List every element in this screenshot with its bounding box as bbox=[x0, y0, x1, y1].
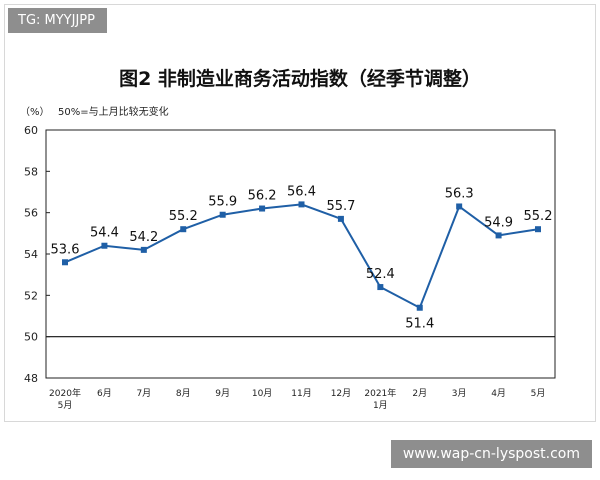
series-line bbox=[64, 203, 539, 310]
data-point bbox=[416, 304, 423, 311]
data-label: 55.9 bbox=[208, 195, 237, 210]
data-label: 51.4 bbox=[405, 317, 434, 332]
x-tick-label: 2月 bbox=[412, 388, 427, 399]
x-tick-label: 10月 bbox=[252, 388, 272, 399]
x-tick-label: 2021年 1月 bbox=[364, 387, 396, 411]
data-label: 55.2 bbox=[169, 209, 198, 224]
data-point bbox=[495, 232, 502, 239]
chart-title: 图2 非制造业商务活动指数（经季节调整） bbox=[119, 68, 481, 90]
x-tick-label: 7月 bbox=[136, 388, 151, 399]
data-point bbox=[219, 211, 226, 218]
data-label: 55.7 bbox=[326, 199, 355, 214]
data-point bbox=[377, 284, 384, 291]
data-point bbox=[337, 215, 344, 222]
data-point bbox=[101, 242, 108, 249]
data-point bbox=[535, 226, 541, 233]
plot-area-border bbox=[45, 129, 556, 379]
watermark-bottom: www.wap-cn-lyspost.com bbox=[390, 440, 592, 468]
x-tick-label: 12月 bbox=[331, 388, 351, 399]
y-axis-unit: （%） bbox=[20, 107, 50, 118]
data-label: 52.4 bbox=[366, 267, 395, 282]
data-label: 53.6 bbox=[51, 242, 80, 257]
data-point bbox=[456, 203, 463, 210]
y-tick-label: 50 bbox=[24, 331, 38, 344]
data-point bbox=[140, 246, 147, 253]
x-tick-label: 5月 bbox=[531, 388, 546, 399]
data-label: 56.4 bbox=[287, 184, 316, 199]
x-tick-label: 8月 bbox=[176, 388, 191, 399]
x-tick-label: 9月 bbox=[215, 388, 230, 399]
x-tick-label: 2020年 5月 bbox=[49, 387, 81, 411]
y-tick-label: 54 bbox=[24, 248, 38, 261]
data-label: 54.2 bbox=[129, 230, 158, 245]
x-tick-label: 6月 bbox=[97, 388, 112, 399]
watermark-top: TG: MYYJJPP bbox=[8, 8, 107, 33]
data-label: 55.2 bbox=[524, 209, 553, 224]
data-label: 56.2 bbox=[248, 189, 277, 204]
data-point bbox=[298, 201, 305, 208]
x-tick-label: 3月 bbox=[452, 388, 467, 399]
data-point bbox=[180, 226, 187, 233]
y-tick-label: 48 bbox=[24, 372, 38, 385]
y-tick-label: 56 bbox=[24, 207, 38, 220]
data-point bbox=[259, 205, 266, 212]
data-label: 54.9 bbox=[484, 215, 513, 230]
x-tick-label: 4月 bbox=[491, 388, 506, 399]
y-tick-label: 52 bbox=[24, 289, 38, 302]
y-tick-label: 58 bbox=[24, 165, 38, 178]
y-tick-label: 60 bbox=[24, 124, 38, 137]
data-label: 54.4 bbox=[90, 226, 119, 241]
chart-frame bbox=[4, 4, 596, 422]
data-point bbox=[62, 259, 68, 266]
chart-note: 50%=与上月比较无变化 bbox=[58, 107, 169, 118]
x-tick-label: 11月 bbox=[291, 388, 311, 399]
data-label: 56.3 bbox=[445, 186, 474, 201]
